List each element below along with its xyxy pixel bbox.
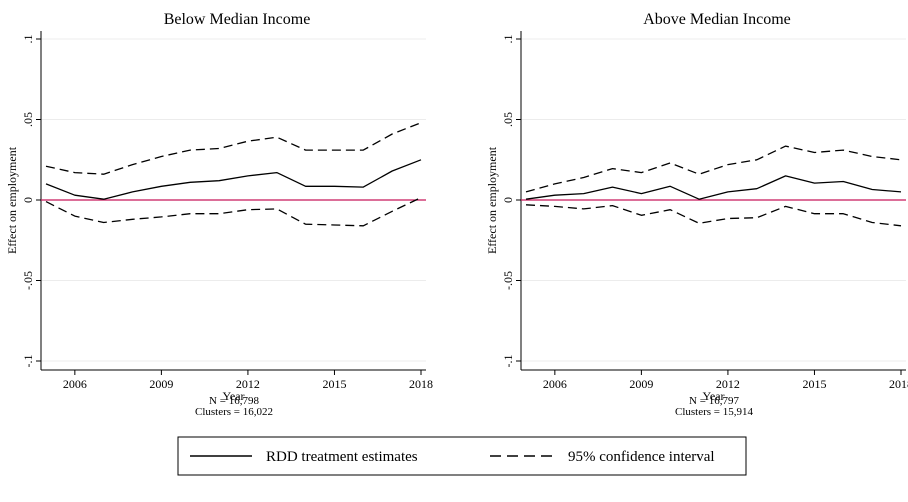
x-tick-label: 2009 [629, 377, 653, 391]
note-clusters: Clusters = 15,914 [675, 406, 754, 418]
x-tick-label: 2012 [716, 377, 740, 391]
legend-box [177, 436, 747, 476]
panel-title: Below Median Income [164, 11, 311, 28]
y-tick-label: .1 [501, 35, 515, 44]
legend: RDD treatment estimates 95% confidence i… [177, 436, 747, 476]
y-tick-label: .1 [21, 35, 35, 44]
note-clusters: Clusters = 16,022 [195, 406, 273, 418]
estimate-line [525, 175, 902, 200]
legend-label-ci: 95% confidence interval [568, 449, 715, 465]
x-tick-label: 2006 [63, 377, 87, 391]
y-axis-title: Effect on employment [485, 146, 499, 254]
y-tick-label: .05 [21, 112, 35, 127]
x-tick-label: 2015 [322, 377, 346, 391]
y-tick-label: -.1 [501, 355, 515, 368]
x-tick-label: 2015 [802, 377, 826, 391]
x-axis-title: Year [222, 389, 244, 403]
ci-upper-line [45, 122, 422, 175]
x-tick-label: 2018 [889, 377, 908, 391]
legend-label-estimates: RDD treatment estimates [266, 449, 418, 465]
note-n: N = 16,797 [689, 395, 739, 407]
estimate-line [45, 159, 422, 200]
y-axis-title: Effect on employment [5, 146, 19, 254]
y-tick-label: -.05 [21, 271, 35, 290]
x-tick-label: 2018 [409, 377, 433, 391]
panel-above-median: Above Median Income -.1 -.05 0 .05 .1 2006 2009… [485, 11, 908, 418]
x-tick-label: 2012 [236, 377, 260, 391]
y-tick-label: -.05 [501, 271, 515, 290]
x-tick-label: 2009 [149, 377, 173, 391]
x-tick-label: 2006 [543, 377, 567, 391]
y-tick-label: 0 [21, 197, 35, 203]
ci-lower-line [525, 204, 902, 227]
y-tick-label: .05 [501, 112, 515, 127]
ci-lower-line [45, 197, 422, 227]
note-n: N = 16,798 [209, 395, 259, 407]
y-tick-label: -.1 [21, 355, 35, 368]
y-tick-label: 0 [501, 197, 515, 203]
panel-title: Above Median Income [643, 11, 791, 28]
panel-below-median: Below Median Income -.1 -.05 0 .05 .1 2006 2009… [5, 11, 433, 418]
ci-upper-line [525, 145, 902, 193]
x-axis-title: Year [702, 389, 724, 403]
